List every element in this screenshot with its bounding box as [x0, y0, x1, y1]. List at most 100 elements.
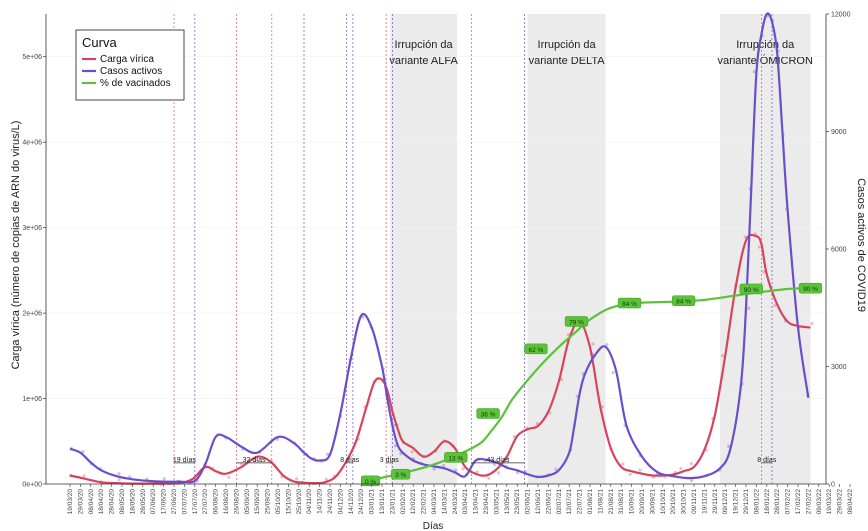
- x-tick-label: 27/02/22: [805, 489, 812, 515]
- series-point-0: [679, 466, 683, 471]
- series-point-1: [785, 207, 789, 211]
- x-tick-label: 30/10/21: [681, 489, 688, 515]
- series-point-0: [512, 434, 516, 439]
- x-tick-label: 07/07/20: [181, 489, 188, 515]
- x-tick-label: 26/08/20: [233, 489, 240, 515]
- vaccination-label-box-6: [617, 297, 642, 309]
- variant-label-line1-2: Irrupción da: [736, 39, 795, 51]
- series-point-0: [487, 476, 491, 480]
- series-point-1: [312, 457, 316, 461]
- series-point-0: [372, 380, 376, 384]
- x-tick-label: 10/09/21: [629, 489, 636, 515]
- y-tick-label-left: 3e+06: [22, 225, 42, 232]
- series-point-1: [623, 423, 627, 428]
- series-point-1: [504, 465, 508, 469]
- series-point-1: [393, 444, 398, 448]
- series-point-0: [203, 465, 207, 469]
- series-point-1: [747, 306, 751, 310]
- lag-annotations: 19 días 32 días 8 días 3 días 43 días 8 días: [173, 457, 777, 464]
- x-tick-label: 08/05/20: [119, 489, 126, 515]
- x-tick-label: 15/10/20: [285, 489, 292, 515]
- series-point-1: [293, 441, 297, 445]
- vaccination-label-2: 13 %: [448, 455, 463, 462]
- axes: 0e+00 1e+06 2e+06 3e+06 4e+06 5e+06 0 3000 6000 9…: [22, 12, 854, 515]
- series-line-1: [69, 12, 810, 484]
- x-tick-label: 20/10/21: [670, 489, 677, 515]
- x-tick-label: 09/12/21: [722, 489, 729, 515]
- series-point-1: [752, 70, 756, 74]
- series-point-0: [410, 450, 414, 454]
- series-point-1: [638, 454, 642, 458]
- series-point-1: [573, 423, 577, 427]
- series-point-1: [776, 49, 781, 53]
- vaccination-label-box-4: [524, 343, 548, 355]
- x-tick-label: 19/11/21: [701, 489, 708, 514]
- variant-region-0: [390, 14, 457, 484]
- series-point-0: [383, 385, 388, 389]
- series-point-1: [760, 34, 764, 38]
- series-point-0: [211, 466, 215, 471]
- series-point-1: [258, 450, 262, 455]
- series-point-0: [269, 459, 273, 463]
- series-point-0: [621, 462, 625, 466]
- series-point-1: [740, 382, 744, 386]
- series-point-1: [705, 473, 709, 478]
- series-point-0: [535, 422, 539, 426]
- series-point-1: [534, 475, 539, 479]
- series-point-1: [411, 457, 415, 461]
- x-tick-label: 29/11/21: [712, 489, 719, 514]
- series-point-0: [548, 411, 552, 415]
- x-tick-label: 07/02/22: [785, 489, 792, 515]
- series-point-1: [796, 326, 801, 330]
- x-tick-label: 14/11/20: [317, 489, 324, 514]
- x-tick-label: 03/01/21: [369, 489, 376, 515]
- x-tick-label: 28/05/20: [140, 489, 147, 515]
- series-point-0: [475, 470, 479, 474]
- variant-label-line2-0: variante ALFA: [389, 55, 458, 67]
- lag-label-3: 3 días: [380, 457, 400, 464]
- y-tick-label-left: 2e+06: [22, 311, 42, 318]
- x-tick-label: 16/08/20: [223, 489, 230, 515]
- x-tick-label: 18/01/22: [764, 489, 771, 515]
- x-tick-label: 23/01/21: [389, 489, 396, 515]
- x-tick-label: 24/11/20: [327, 489, 334, 514]
- y-tick-label-right: 6000: [831, 247, 847, 254]
- vaccination-label-3: 36 %: [481, 412, 496, 419]
- vaccination-label-0: 0 %: [365, 479, 376, 486]
- series-point-1: [581, 372, 585, 376]
- legend-label-2: % de vacinados: [100, 78, 171, 89]
- series-point-1: [766, 14, 770, 18]
- x-tick-label: 15/09/20: [254, 489, 261, 515]
- lag-label-4: 43 días: [486, 457, 509, 464]
- y-tick-label-left: 5e+06: [22, 54, 42, 61]
- lag-label-1: 32 días: [243, 457, 266, 464]
- series-point-1: [241, 447, 245, 451]
- series-point-1: [325, 452, 330, 456]
- series-point-0: [673, 470, 677, 475]
- series-point-0: [421, 454, 426, 458]
- series-point-1: [727, 444, 731, 448]
- series-point-1: [419, 461, 423, 465]
- series-point-0: [332, 474, 336, 478]
- series-point-0: [356, 437, 360, 441]
- series-point-0: [506, 457, 510, 461]
- vaccination-label-1: 3 %: [395, 472, 406, 479]
- event-vertical-lines: [173, 14, 773, 484]
- legend-title: Curva: [82, 35, 117, 50]
- series-point-1: [546, 473, 551, 477]
- x-tick-label: 11/08/21: [597, 489, 604, 514]
- series-point-0: [601, 405, 605, 409]
- series-point-0: [525, 426, 529, 430]
- series-point-1: [81, 450, 85, 454]
- legend-label-1: Casos activos: [100, 66, 162, 77]
- series-point-0: [434, 449, 438, 453]
- series-point-1: [554, 467, 558, 471]
- x-tick-label: 01/08/21: [587, 489, 594, 515]
- series-line-2: [370, 287, 811, 482]
- y-tick-label-right: 12000: [831, 12, 851, 19]
- series-point-0: [663, 475, 667, 479]
- series-point-1: [69, 446, 74, 451]
- series-point-1: [384, 393, 389, 397]
- x-tick-label: 05/09/20: [244, 489, 251, 515]
